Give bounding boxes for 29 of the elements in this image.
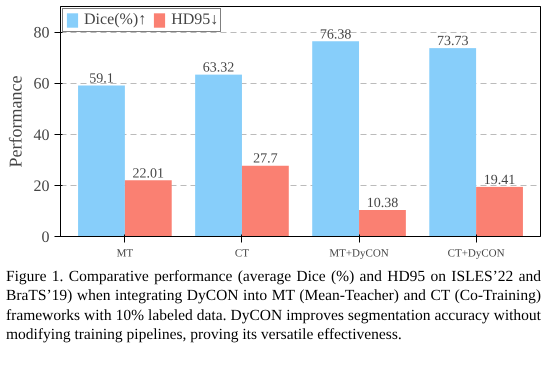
data-label: 10.38 <box>366 196 398 211</box>
data-label: 73.73 <box>436 34 468 50</box>
bar <box>476 186 523 236</box>
bar <box>359 210 406 236</box>
data-label: 63.32 <box>202 60 234 76</box>
x-tick-label: CT+DyCON <box>448 248 505 260</box>
legend-label: Dice(%)↑ <box>84 11 146 29</box>
data-label: 76.38 <box>320 27 352 42</box>
data-label: 22.01 <box>132 166 164 182</box>
y-axis-title: Performance <box>6 76 26 168</box>
data-label: 59.1 <box>89 71 114 86</box>
y-tick-label: 20 <box>34 178 50 195</box>
caption: Figure 1. Comparative performance (average Dice (%) and HD95 on ISLES’22 and BraTS’19) when integrating DyCON into MT (Mean-Teacher) and CT (Co-Training) frameworks with 10% labeled data. DyCON improves segmentation accuracy without modifying training pipelines, proving its versatile effectiveness. <box>6 267 541 344</box>
bar <box>312 41 360 236</box>
x-tick-label: CT <box>234 248 250 260</box>
x-tick-label: MT+DyCON <box>329 248 389 260</box>
data-label: 27.7 <box>253 152 278 167</box>
y-tick-label: 60 <box>34 76 50 93</box>
y-tick-label: 0 <box>42 229 50 246</box>
legend-label: HD95↓ <box>171 11 218 29</box>
bar <box>429 48 476 236</box>
x-tick-label: MT <box>116 248 134 260</box>
bar <box>242 166 289 236</box>
bar <box>78 85 125 236</box>
y-tick-label: 40 <box>34 126 50 144</box>
bar <box>195 74 242 236</box>
y-tick-label: 80 <box>34 24 50 42</box>
bar <box>124 180 172 236</box>
data-label: 19.41 <box>484 172 516 188</box>
